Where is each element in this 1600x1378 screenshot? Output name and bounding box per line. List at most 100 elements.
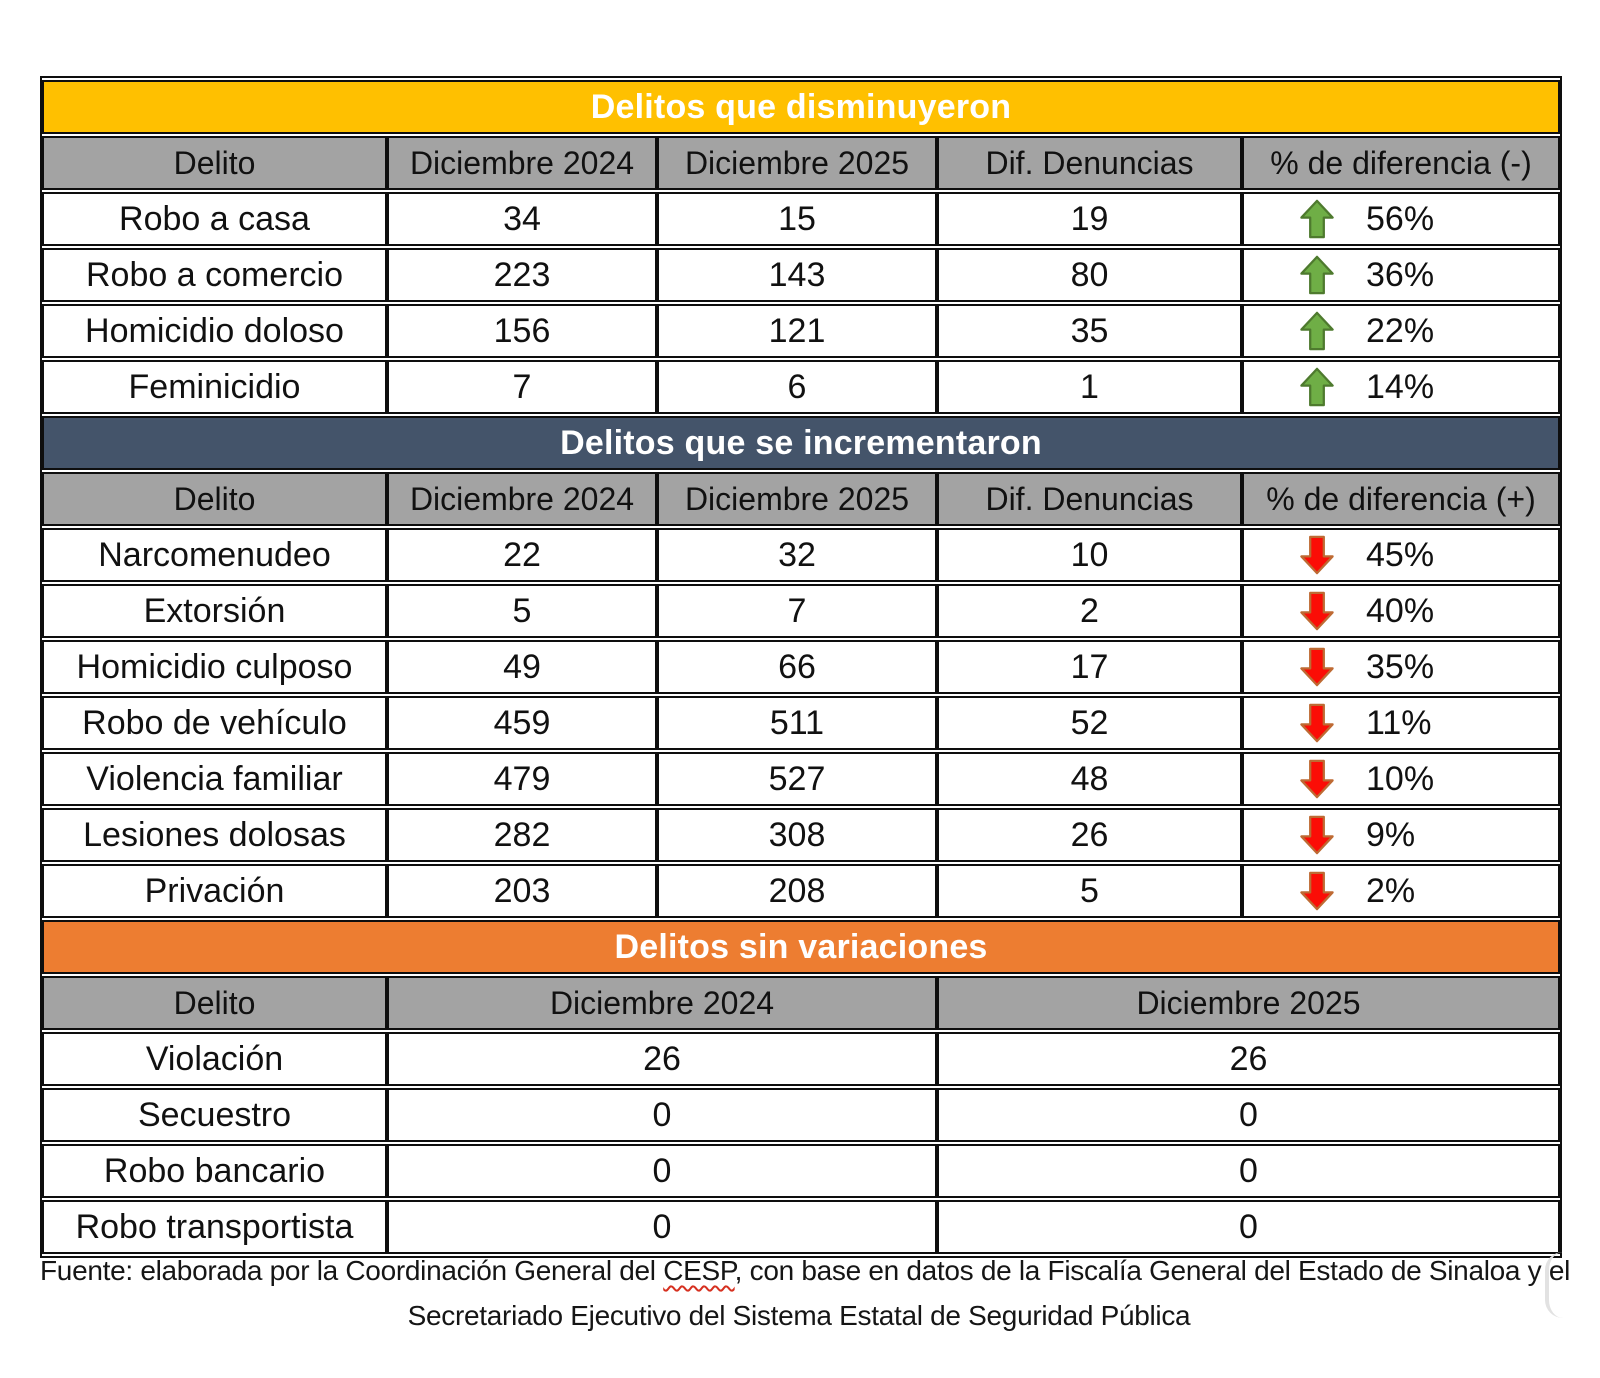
increase-arrow-icon — [1300, 871, 1334, 911]
value-dif-denuncias: 17 — [937, 640, 1242, 694]
value-dic-2025: 66 — [657, 640, 937, 694]
crime-name: Secuestro — [42, 1088, 387, 1142]
column-header-diciembre-2024: Diciembre 2024 — [387, 472, 657, 526]
crime-name: Robo a casa — [42, 192, 387, 246]
increase-arrow-icon — [1300, 703, 1334, 743]
value-dif-denuncias: 26 — [937, 808, 1242, 862]
table-row-feminicidio: Feminicidio 7 6 1 14% — [42, 360, 1560, 414]
decrease-arrow-icon — [1300, 255, 1334, 295]
pct-change-value: 35% — [1366, 647, 1435, 686]
crime-statistics-table: Delitos que disminuyeron Delito Diciembr… — [40, 76, 1562, 1258]
value-dif-denuncias: 80 — [937, 248, 1242, 302]
pct-change-value: 56% — [1366, 199, 1435, 238]
stray-bracket-artifact — [1545, 1252, 1571, 1318]
table-row-homicidio-culposo: Homicidio culposo 49 66 17 35% — [42, 640, 1560, 694]
pct-change-cell: 22% — [1242, 304, 1560, 358]
pct-change-cell: 2% — [1242, 864, 1560, 918]
pct-change-cell: 10% — [1242, 752, 1560, 806]
crime-name: Extorsión — [42, 584, 387, 638]
value-dic-2024: 479 — [387, 752, 657, 806]
pct-change-value: 36% — [1366, 255, 1435, 294]
section-no-variation-header-row: Delito Diciembre 2024 Diciembre 2025 — [42, 976, 1560, 1030]
value-dic-2025: 527 — [657, 752, 937, 806]
crime-name: Narcomenudeo — [42, 528, 387, 582]
section-increased-title: Delitos que se incrementaron — [42, 416, 1560, 470]
column-header-diciembre-2025: Diciembre 2025 — [937, 976, 1560, 1030]
source-footnote-line-1: Fuente: elaborada por la Coordinación Ge… — [40, 1248, 1570, 1293]
pct-change-value: 22% — [1366, 311, 1435, 350]
column-header-pct-diferencia-minus: % de diferencia (-) — [1242, 136, 1560, 190]
value-dic-2025: 6 — [657, 360, 937, 414]
crime-name: Robo a comercio — [42, 248, 387, 302]
table-row-secuestro: Secuestro 0 0 — [42, 1088, 1560, 1142]
value-dic-2025: 0 — [937, 1088, 1560, 1142]
section-decreased-header-row: Delito Diciembre 2024 Diciembre 2025 Dif… — [42, 136, 1560, 190]
column-header-dif-denuncias: Dif. Denuncias — [937, 136, 1242, 190]
value-dic-2025: 15 — [657, 192, 937, 246]
table-row-extorsion: Extorsión 5 7 2 40% — [42, 584, 1560, 638]
value-dif-denuncias: 5 — [937, 864, 1242, 918]
value-dic-2024: 156 — [387, 304, 657, 358]
pct-change-value: 45% — [1366, 535, 1435, 574]
column-header-diciembre-2025: Diciembre 2025 — [657, 472, 937, 526]
pct-change-cell: 35% — [1242, 640, 1560, 694]
pct-change-value: 40% — [1366, 591, 1435, 630]
table-row-robo-transportista: Robo transportista 0 0 — [42, 1200, 1560, 1254]
table-row-privacion: Privación 203 208 5 2% — [42, 864, 1560, 918]
crime-name: Homicidio doloso — [42, 304, 387, 358]
column-header-delito: Delito — [42, 472, 387, 526]
decrease-arrow-icon — [1300, 199, 1334, 239]
increase-arrow-icon — [1300, 535, 1334, 575]
crime-statistics-table-wrap: Delitos que disminuyeron Delito Diciembr… — [40, 76, 1562, 1258]
footnote-text: , con base en datos de la Fiscalía Gener… — [734, 1255, 1571, 1286]
footnote-text: Fuente: elaborada por la Coordinación Ge… — [40, 1255, 664, 1286]
source-footnote: Fuente: elaborada por la Coordinación Ge… — [40, 1248, 1570, 1339]
value-dic-2025: 121 — [657, 304, 937, 358]
value-dic-2024: 223 — [387, 248, 657, 302]
crime-name: Robo transportista — [42, 1200, 387, 1254]
column-header-delito: Delito — [42, 136, 387, 190]
value-dif-denuncias: 2 — [937, 584, 1242, 638]
pct-change-value: 9% — [1366, 815, 1416, 854]
value-dic-2024: 22 — [387, 528, 657, 582]
value-dic-2024: 459 — [387, 696, 657, 750]
value-dic-2024: 5 — [387, 584, 657, 638]
value-dic-2024: 0 — [387, 1088, 937, 1142]
crime-name: Lesiones dolosas — [42, 808, 387, 862]
value-dic-2025: 7 — [657, 584, 937, 638]
section-decreased-title-row: Delitos que disminuyeron — [42, 80, 1560, 134]
value-dic-2024: 7 — [387, 360, 657, 414]
value-dic-2024: 49 — [387, 640, 657, 694]
value-dic-2024: 34 — [387, 192, 657, 246]
pct-change-cell: 14% — [1242, 360, 1560, 414]
pct-change-cell: 9% — [1242, 808, 1560, 862]
value-dic-2025: 0 — [937, 1200, 1560, 1254]
value-dic-2025: 32 — [657, 528, 937, 582]
increase-arrow-icon — [1300, 591, 1334, 631]
value-dif-denuncias: 35 — [937, 304, 1242, 358]
table-row-robo-a-comercio: Robo a comercio 223 143 80 36% — [42, 248, 1560, 302]
section-increased-title-row: Delitos que se incrementaron — [42, 416, 1560, 470]
value-dic-2024: 0 — [387, 1200, 937, 1254]
increase-arrow-icon — [1300, 815, 1334, 855]
decrease-arrow-icon — [1300, 367, 1334, 407]
section-decreased-title: Delitos que disminuyeron — [42, 80, 1560, 134]
value-dif-denuncias: 1 — [937, 360, 1242, 414]
value-dic-2025: 26 — [937, 1032, 1560, 1086]
value-dif-denuncias: 52 — [937, 696, 1242, 750]
pct-change-value: 10% — [1366, 759, 1435, 798]
section-no-variation-title-row: Delitos sin variaciones — [42, 920, 1560, 974]
cesp-misspelled-word: CESP — [663, 1255, 735, 1286]
table-row-robo-a-casa: Robo a casa 34 15 19 56% — [42, 192, 1560, 246]
crime-name: Robo de vehículo — [42, 696, 387, 750]
decrease-arrow-icon — [1300, 311, 1334, 351]
crime-name: Homicidio culposo — [42, 640, 387, 694]
crime-name: Violencia familiar — [42, 752, 387, 806]
table-row-robo-bancario: Robo bancario 0 0 — [42, 1144, 1560, 1198]
pct-change-value: 2% — [1366, 871, 1416, 910]
pct-change-cell: 45% — [1242, 528, 1560, 582]
column-header-delito: Delito — [42, 976, 387, 1030]
value-dic-2025: 143 — [657, 248, 937, 302]
column-header-diciembre-2025: Diciembre 2025 — [657, 136, 937, 190]
crime-name: Privación — [42, 864, 387, 918]
